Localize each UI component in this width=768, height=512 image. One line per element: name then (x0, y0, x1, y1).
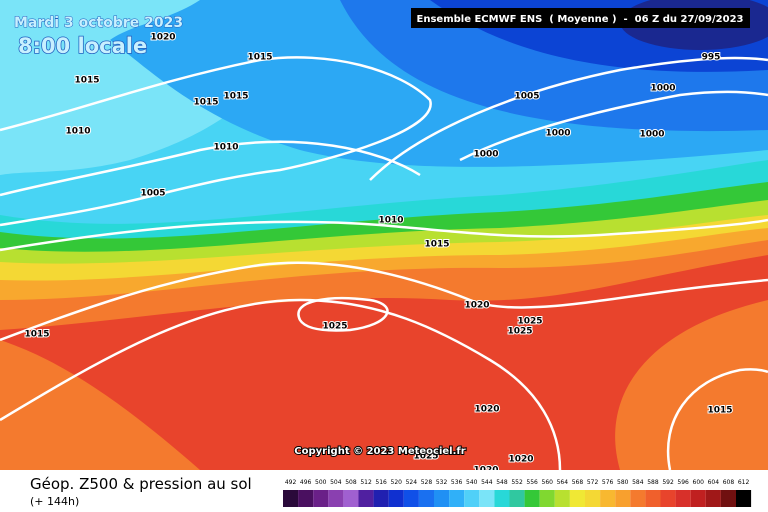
scale-label: 608 (723, 479, 735, 486)
scale-label: 560 (542, 479, 554, 486)
scale-cell (449, 490, 465, 507)
scale-label: 592 (662, 479, 674, 486)
scale-cell (660, 490, 676, 507)
isobar-label: 1015 (707, 406, 732, 416)
scale-label: 496 (300, 479, 312, 486)
scale-label: 568 (572, 479, 584, 486)
scale-label: 604 (708, 479, 720, 486)
date: Mardi 3 octobre 2023 (14, 15, 183, 31)
scale-cell (494, 490, 510, 507)
color-scale: 492 496 500 504 508 512 516 520 524 528 532 536 540 5… (283, 479, 752, 507)
isobar-label: 1015 (223, 92, 248, 102)
scale-label: 528 (421, 479, 433, 486)
isobar-label: 995 (702, 53, 721, 63)
isobar-label: 1010 (213, 143, 238, 153)
isobar-label: 1020 (508, 455, 533, 465)
scale-label: 508 (345, 479, 357, 486)
scale-cell (328, 490, 344, 507)
scale-label: 544 (481, 479, 493, 486)
scale-label: 588 (647, 479, 659, 486)
isobar-label: 1025 (517, 317, 542, 327)
scale-cell (736, 490, 752, 507)
isobar-label: 1015 (74, 76, 99, 86)
scale-cell (464, 490, 480, 507)
model-box (411, 8, 750, 28)
scale-cell (539, 490, 555, 507)
time: 8:00 locale (18, 34, 147, 58)
scale-cell (313, 490, 329, 507)
isobar-label: 1015 (193, 98, 218, 108)
isobar-label: 1015 (424, 240, 449, 250)
isobar-label: 1025 (507, 327, 532, 337)
isobar-label: 1015 (247, 53, 272, 63)
scale-cell (388, 490, 404, 507)
scale-cell (675, 490, 691, 507)
scale-cell (298, 490, 314, 507)
scale-label: 576 (602, 479, 614, 486)
scale-cell (434, 490, 450, 507)
scale-cell (373, 490, 389, 507)
isobar-label: 1000 (545, 129, 570, 139)
scale-label: 580 (617, 479, 629, 486)
scale-label: 552 (511, 479, 523, 486)
map-field (0, 0, 768, 470)
isobar-label: 1020 (474, 405, 499, 415)
isobars (0, 56, 768, 471)
isobar-label: 1000 (639, 130, 664, 140)
scale-label: 584 (632, 479, 644, 486)
isobar-label: 1025 (322, 322, 347, 332)
scale-cell (600, 490, 616, 507)
isobar-label: 1005 (514, 92, 539, 102)
scale-label: 536 (451, 479, 463, 486)
scale-cell (403, 490, 419, 507)
scale-cell (645, 490, 661, 507)
scale-label: 572 (587, 479, 599, 486)
scale-label: 504 (330, 479, 342, 486)
scale-label: 556 (526, 479, 538, 486)
scale-label: 548 (496, 479, 508, 486)
isobar-label: 1000 (650, 84, 675, 94)
lead-time: (+ 144h) (30, 495, 79, 508)
scale-cell (569, 490, 585, 507)
scale-cell (343, 490, 359, 507)
isobar-label: 1020 (150, 33, 175, 43)
scale-label: 512 (360, 479, 372, 486)
scale-cell (283, 490, 299, 507)
isobar-label: 1000 (473, 150, 498, 160)
scale-label: 524 (406, 479, 418, 486)
scale-label: 532 (436, 479, 448, 486)
scale-cell (479, 490, 495, 507)
scale-cell (358, 490, 374, 507)
scale-label: 500 (315, 479, 327, 486)
scale-label: 596 (677, 479, 689, 486)
isobar-label: 1025 (413, 452, 438, 462)
scale-label: 564 (557, 479, 569, 486)
scale-cell (720, 490, 736, 507)
isobar-label: 1010 (378, 216, 403, 226)
model-info: Ensemble ECMWF ENS ( Moyenne ) - 06 Z du… (417, 14, 744, 25)
scale-cell (690, 490, 706, 507)
isobar-label: 1020 (464, 301, 489, 311)
scale-label: 600 (693, 479, 705, 486)
copyright: Copyright © 2023 Meteociel.fr (294, 446, 465, 457)
scale-label: 516 (375, 479, 387, 486)
scale-cell (630, 490, 646, 507)
isobar-label: 1010 (65, 127, 90, 137)
scale-cell (509, 490, 525, 507)
scale-label: 492 (285, 479, 297, 486)
scale-cell (524, 490, 540, 507)
scale-cell (418, 490, 434, 507)
isobar-label: 1015 (24, 330, 49, 340)
scale-label: 540 (466, 479, 478, 486)
scale-cell (615, 490, 631, 507)
scale-cell (585, 490, 601, 507)
isobar-label: 1005 (140, 189, 165, 199)
scale-cell (705, 490, 721, 507)
legend-title: Géop. Z500 & pression au sol (30, 475, 252, 493)
scale-cell (554, 490, 570, 507)
scale-label: 520 (391, 479, 403, 486)
isobar-labels: 1020 1015 1015 1015 1015 1010 1010 1005 … (23, 32, 733, 477)
scale-label: 612 (738, 479, 750, 486)
